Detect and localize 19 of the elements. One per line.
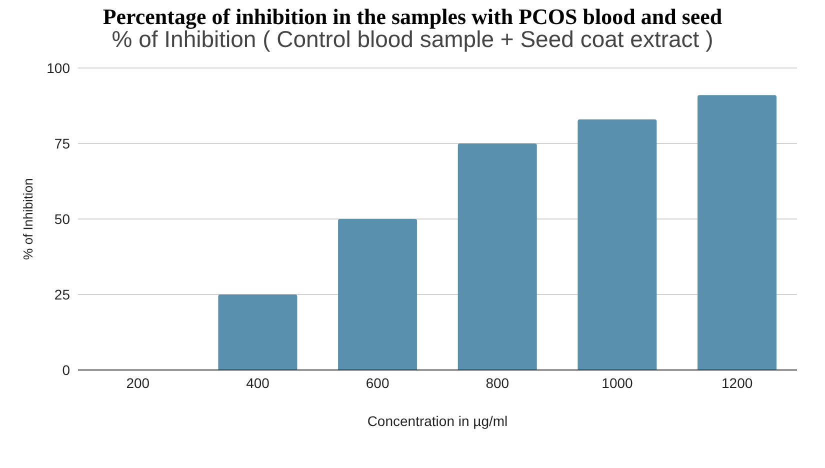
y-tick-label: 50 (54, 210, 70, 227)
y-tick-label: 0 (62, 362, 70, 378)
x-tick-label: 800 (486, 374, 510, 391)
bar (698, 95, 777, 370)
y-axis-title: % of Inhibition (20, 178, 36, 260)
x-tick-label: 400 (246, 374, 270, 391)
bar (578, 119, 657, 370)
x-axis-title: Concentration in µg/ml (367, 413, 508, 429)
x-tick-label: 1000 (602, 374, 634, 391)
y-tick-label: 100 (46, 60, 70, 76)
chart-title: Percentage of inhibition in the samples with PCOS blood and seed (102, 4, 724, 30)
bar (338, 219, 418, 370)
bar (458, 144, 537, 370)
bar (218, 294, 298, 370)
y-tick-label: 75 (54, 135, 70, 152)
y-tick-label: 25 (54, 286, 70, 302)
x-tick-label: 600 (366, 374, 390, 391)
x-tick-label: 200 (126, 374, 150, 391)
x-tick-label: 1200 (722, 374, 753, 391)
